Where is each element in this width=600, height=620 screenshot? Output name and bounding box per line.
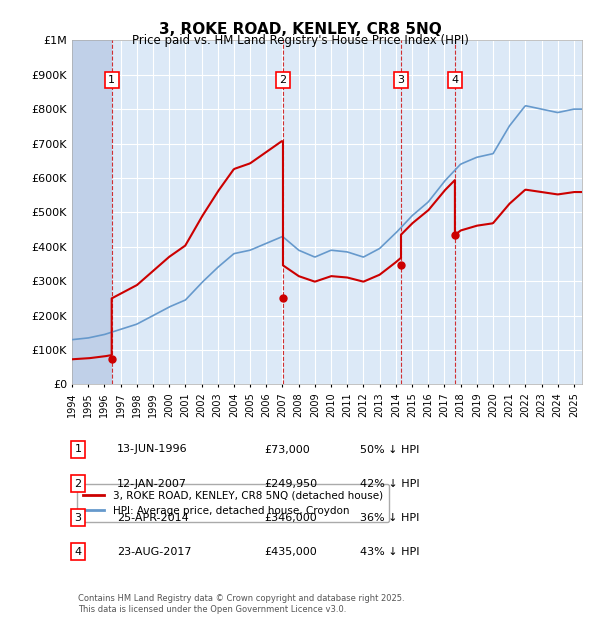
Text: £346,000: £346,000 [264,513,317,523]
Text: 43% ↓ HPI: 43% ↓ HPI [360,547,419,557]
Text: Price paid vs. HM Land Registry's House Price Index (HPI): Price paid vs. HM Land Registry's House … [131,34,469,47]
Text: 1: 1 [74,445,82,454]
Text: 2: 2 [74,479,82,489]
Text: 13-JUN-1996: 13-JUN-1996 [117,445,188,454]
Text: 2: 2 [280,75,287,85]
Text: 3: 3 [74,513,82,523]
Text: 42% ↓ HPI: 42% ↓ HPI [360,479,419,489]
Text: 36% ↓ HPI: 36% ↓ HPI [360,513,419,523]
Text: 12-JAN-2007: 12-JAN-2007 [117,479,187,489]
Text: Contains HM Land Registry data © Crown copyright and database right 2025.
This d: Contains HM Land Registry data © Crown c… [78,595,404,614]
Text: 4: 4 [451,75,458,85]
Text: £435,000: £435,000 [264,547,317,557]
Text: £73,000: £73,000 [264,445,310,454]
Legend: 3, ROKE ROAD, KENLEY, CR8 5NQ (detached house), HPI: Average price, detached hou: 3, ROKE ROAD, KENLEY, CR8 5NQ (detached … [77,484,389,522]
Text: 25-APR-2014: 25-APR-2014 [117,513,189,523]
Text: 50% ↓ HPI: 50% ↓ HPI [360,445,419,454]
Text: 4: 4 [74,547,82,557]
Text: 3: 3 [397,75,404,85]
Text: 23-AUG-2017: 23-AUG-2017 [117,547,191,557]
Text: 1: 1 [108,75,115,85]
Text: 3, ROKE ROAD, KENLEY, CR8 5NQ: 3, ROKE ROAD, KENLEY, CR8 5NQ [158,22,442,37]
Text: £249,950: £249,950 [264,479,317,489]
